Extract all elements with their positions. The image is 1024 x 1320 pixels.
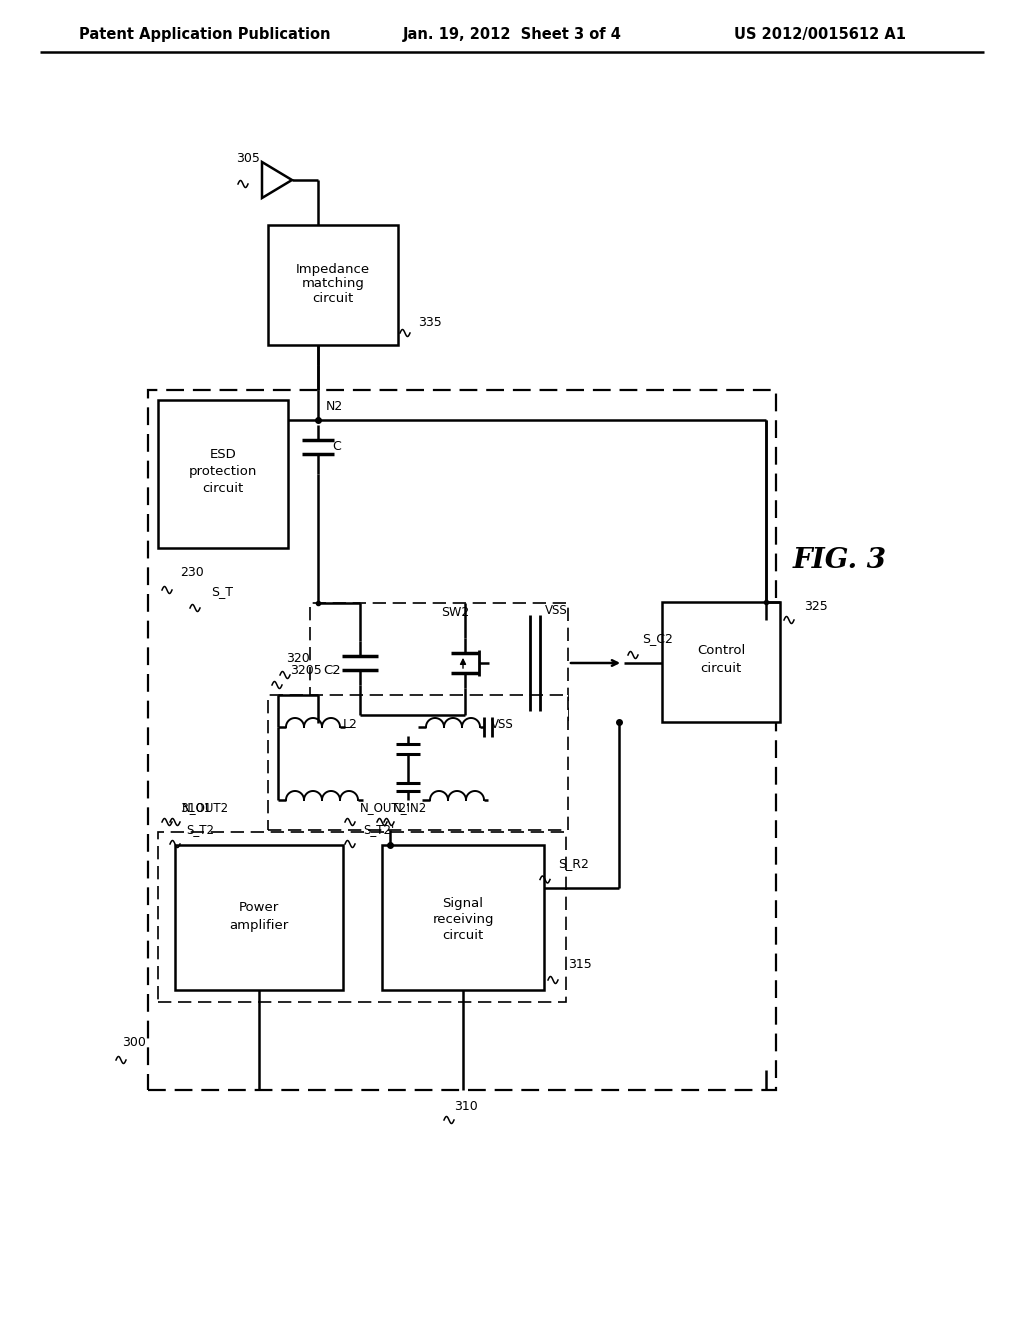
FancyBboxPatch shape (268, 224, 398, 345)
Text: receiving: receiving (432, 913, 494, 927)
Text: S_R2: S_R2 (558, 857, 590, 870)
Text: Signal: Signal (442, 898, 483, 909)
Text: 230: 230 (180, 565, 204, 578)
Text: VSS: VSS (545, 605, 567, 618)
Text: S_T2: S_T2 (186, 824, 214, 837)
Text: N2: N2 (326, 400, 343, 412)
Text: 315: 315 (568, 957, 592, 970)
Text: N_IN2: N_IN2 (393, 801, 427, 814)
Text: US 2012/0015612 A1: US 2012/0015612 A1 (734, 28, 906, 42)
Text: Power: Power (239, 902, 280, 913)
Text: Jan. 19, 2012  Sheet 3 of 4: Jan. 19, 2012 Sheet 3 of 4 (402, 28, 622, 42)
Text: Control: Control (697, 644, 745, 656)
Text: circuit: circuit (442, 929, 483, 942)
Text: 3101: 3101 (180, 801, 212, 814)
Text: 325: 325 (804, 599, 827, 612)
Text: circuit: circuit (312, 293, 353, 305)
Text: S_T: S_T (211, 586, 233, 598)
Text: Impedance: Impedance (296, 263, 370, 276)
Text: VSS: VSS (490, 718, 513, 731)
FancyBboxPatch shape (158, 832, 566, 1002)
Text: C2: C2 (324, 664, 341, 677)
Text: C: C (332, 441, 341, 454)
Text: Patent Application Publication: Patent Application Publication (79, 28, 331, 42)
FancyBboxPatch shape (310, 603, 568, 723)
Text: circuit: circuit (203, 482, 244, 495)
Text: 335: 335 (418, 317, 442, 330)
Text: 3205: 3205 (290, 664, 322, 677)
Text: matching: matching (301, 277, 365, 290)
FancyBboxPatch shape (268, 696, 568, 830)
Text: L2: L2 (343, 718, 357, 731)
Text: 320: 320 (286, 652, 310, 664)
FancyBboxPatch shape (662, 602, 780, 722)
Text: amplifier: amplifier (229, 919, 289, 932)
Text: protection: protection (188, 465, 257, 478)
Text: S_C2: S_C2 (643, 632, 674, 645)
FancyBboxPatch shape (175, 845, 343, 990)
Text: FIG. 3: FIG. 3 (793, 546, 887, 573)
FancyBboxPatch shape (382, 845, 544, 990)
Text: N_OUT2: N_OUT2 (181, 801, 228, 814)
Text: ESD: ESD (210, 447, 237, 461)
Text: 300: 300 (122, 1035, 146, 1048)
Text: SW2: SW2 (441, 606, 469, 619)
Text: 305: 305 (237, 152, 260, 165)
Text: S_T2': S_T2' (364, 824, 394, 837)
Text: circuit: circuit (700, 661, 741, 675)
FancyBboxPatch shape (158, 400, 288, 548)
Text: N_OUT2': N_OUT2' (359, 801, 411, 814)
FancyBboxPatch shape (148, 389, 776, 1090)
Text: 310: 310 (454, 1100, 478, 1113)
